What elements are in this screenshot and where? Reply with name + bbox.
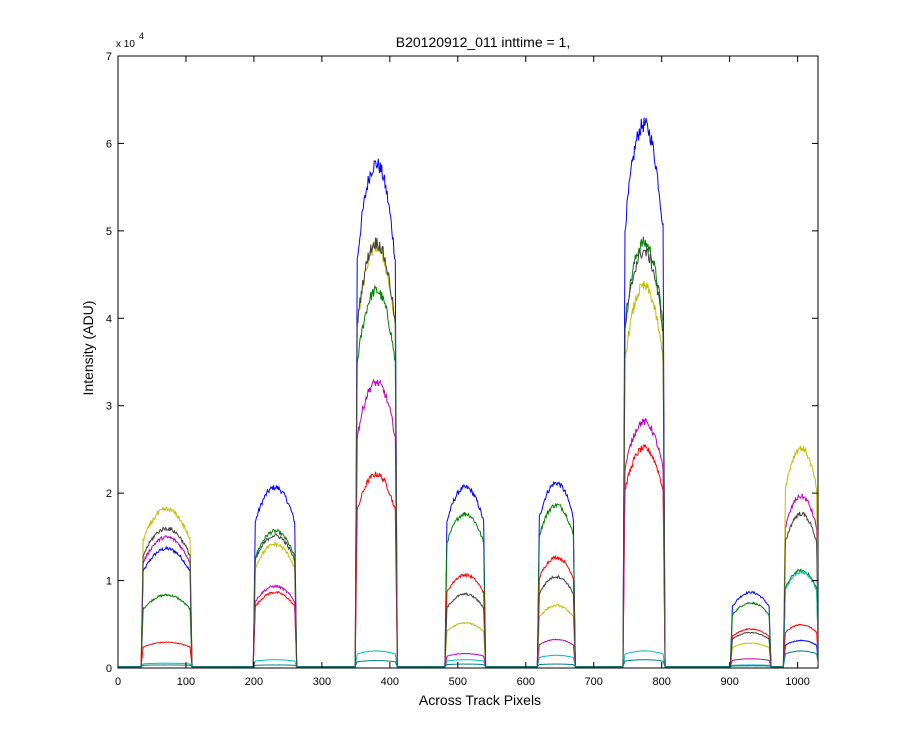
- series-line-2: [118, 236, 818, 668]
- y-axis-multiplier: x 10: [116, 39, 135, 50]
- series-line-5: [118, 378, 818, 668]
- x-tick-label: 600: [517, 676, 535, 688]
- x-tick-label: 1000: [785, 676, 809, 688]
- plot-area: [117, 55, 819, 669]
- y-axis-ticks: 0 1 2 3 4 5 6 7: [106, 51, 818, 675]
- x-axis-label: Across Track Pixels: [419, 692, 541, 708]
- y-tick-label: 3: [106, 401, 112, 413]
- x-tick-label: 400: [381, 676, 399, 688]
- y-tick-label: 1: [106, 576, 112, 588]
- series-line-6: [118, 241, 818, 668]
- series-line-7: [118, 237, 818, 668]
- y-tick-label: 5: [106, 226, 112, 238]
- x-tick-label: 800: [653, 676, 671, 688]
- series-line-8: [118, 650, 818, 668]
- x-tick-label: 700: [585, 676, 603, 688]
- x-tick-label: 0: [115, 676, 121, 688]
- x-tick-label: 200: [245, 676, 263, 688]
- x-tick-label: 900: [720, 676, 738, 688]
- series-line-3: [118, 443, 818, 668]
- series-line-1: [118, 117, 818, 668]
- chart-title: B20120912_011 inttime = 1,: [396, 34, 571, 50]
- x-tick-label: 100: [177, 676, 195, 688]
- y-tick-label: 4: [106, 313, 112, 325]
- x-tick-label: 300: [313, 676, 331, 688]
- y-tick-label: 7: [106, 51, 112, 63]
- y-tick-label: 2: [106, 488, 112, 500]
- x-axis-ticks: 0 100 200 300 400 500 600 700 800 900 1000: [115, 56, 810, 688]
- series-line-4: [118, 569, 818, 668]
- series-layer: [118, 117, 818, 668]
- x-tick-label: 500: [449, 676, 467, 688]
- y-tick-label: 6: [106, 138, 112, 150]
- y-tick-label: 0: [106, 663, 112, 675]
- y-axis-label: Intensity (ADU): [80, 301, 96, 396]
- y-axis-multiplier-exponent: 4: [139, 31, 144, 41]
